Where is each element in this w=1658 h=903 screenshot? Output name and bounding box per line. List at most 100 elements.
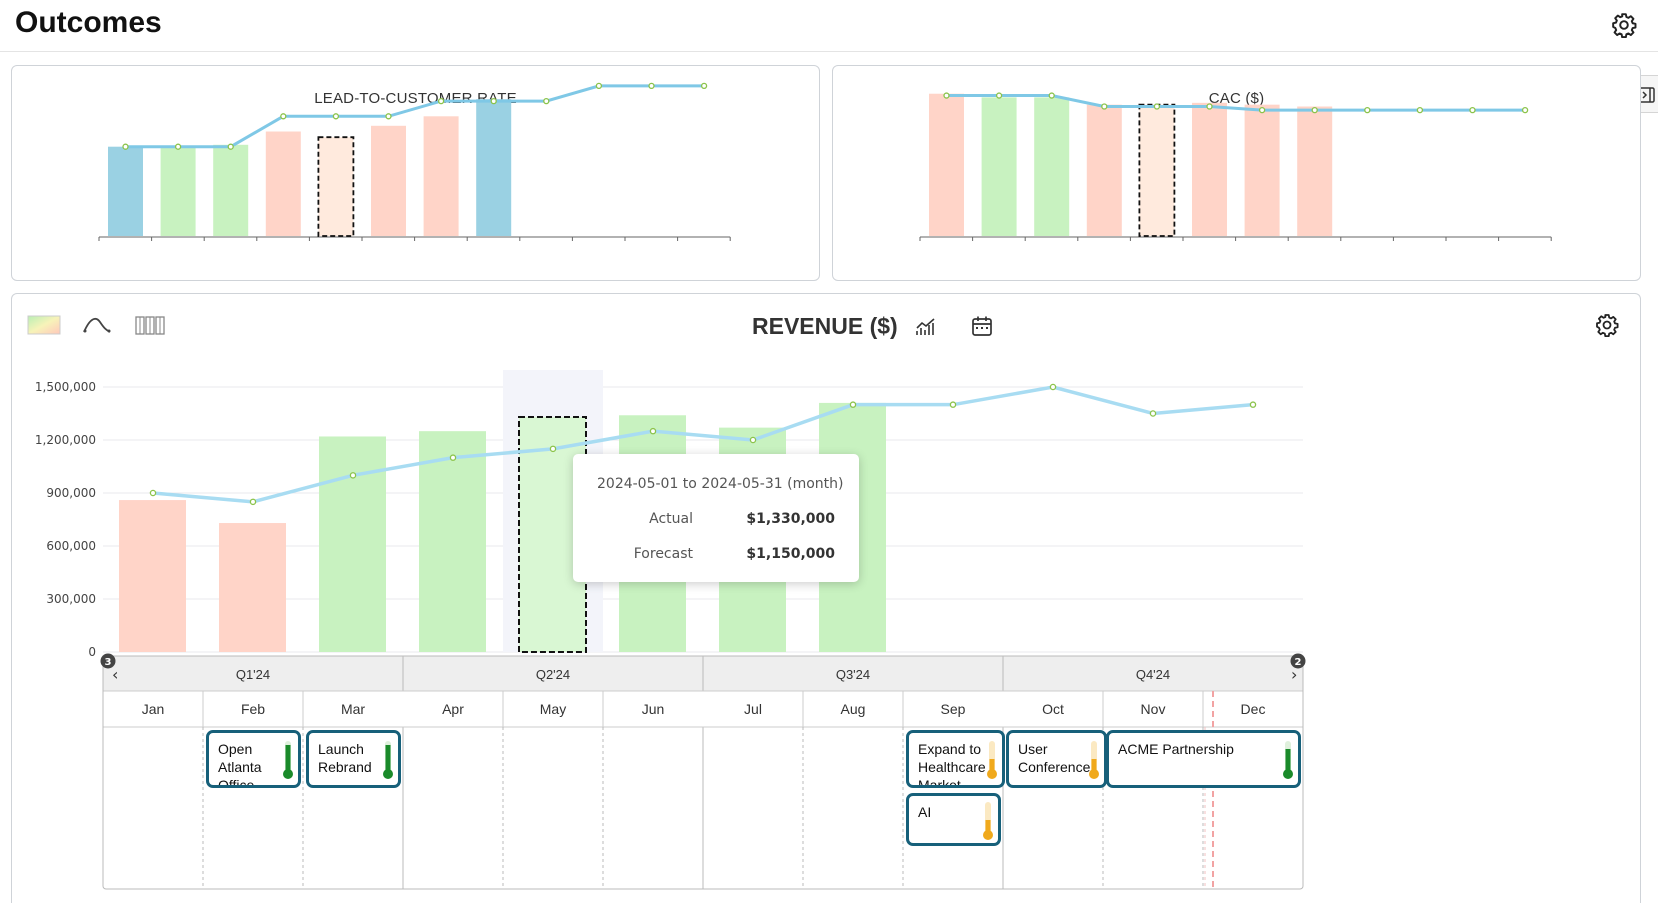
color-gradient-icon[interactable] xyxy=(27,314,61,336)
revenue-title: REVENUE ($) xyxy=(752,313,898,339)
initiative-card[interactable]: Expand to Healthcare Market xyxy=(906,730,1005,788)
initiative-name: User Conference xyxy=(1018,741,1091,775)
y-tick-label: 0 xyxy=(88,645,96,659)
chart-tooltip: 2024-05-01 to 2024-05-31 (month) Actual … xyxy=(573,454,859,582)
forecast-line xyxy=(125,84,705,149)
initiative-card[interactable]: ACME Partnership xyxy=(1106,730,1301,788)
panel-title: CAC ($) xyxy=(1208,90,1265,107)
forecast-point xyxy=(1206,103,1213,110)
forecast-point xyxy=(349,472,357,479)
tooltip-actual-value: $1,330,000 xyxy=(746,511,835,527)
chart-type-icon[interactable] xyxy=(914,315,938,339)
initiative-name: ACME Partnership xyxy=(1118,741,1234,757)
quarter-label: Q1'24 xyxy=(236,667,270,682)
timeline-next-arrow[interactable]: › xyxy=(1291,665,1297,684)
forecast-point xyxy=(149,489,157,497)
initiative-card[interactable]: Open Atlanta Office xyxy=(206,730,301,788)
bar xyxy=(419,431,486,652)
forecast-point xyxy=(1049,383,1057,391)
month-label: Mar xyxy=(341,701,365,717)
forecast-point xyxy=(749,436,757,444)
bar xyxy=(219,523,286,652)
forecast-point xyxy=(449,454,457,461)
forecast-point xyxy=(549,445,557,453)
forecast-point xyxy=(385,113,392,120)
month-label: Jan xyxy=(142,701,165,717)
thermometer-icon xyxy=(983,802,993,840)
forecast-point xyxy=(995,92,1003,99)
thermometer-icon xyxy=(1283,741,1293,779)
curve-icon[interactable] xyxy=(82,314,112,336)
timeline-prev-arrow[interactable]: ‹ xyxy=(112,665,118,684)
bar xyxy=(1244,104,1280,236)
initiative-card[interactable]: Launch Rebrand xyxy=(306,730,401,788)
forecast-line xyxy=(152,385,1254,504)
bar xyxy=(1086,104,1122,236)
forecast-point xyxy=(174,143,182,150)
page-title: Outcomes xyxy=(15,6,162,39)
bar xyxy=(1297,106,1333,236)
lead-to-customer-chart[interactable] xyxy=(12,66,821,282)
forecast-line xyxy=(946,94,1526,112)
bar xyxy=(423,116,459,236)
month-label: Oct xyxy=(1042,701,1064,717)
bar xyxy=(317,136,355,237)
forecast-point xyxy=(949,401,957,408)
y-tick-label: 900,000 xyxy=(46,486,96,500)
thermometer-icon xyxy=(383,741,393,779)
cac-panel[interactable]: CAC ($) xyxy=(832,65,1641,281)
tooltip-forecast-value: $1,150,000 xyxy=(746,546,835,562)
forecast-point xyxy=(437,97,445,105)
cac-chart[interactable] xyxy=(833,66,1642,282)
bar xyxy=(929,93,964,236)
forecast-point xyxy=(1364,106,1371,114)
overflow-badge-left xyxy=(100,653,116,669)
forecast-point xyxy=(122,143,129,150)
forecast-point xyxy=(649,427,657,435)
bar xyxy=(1138,103,1176,237)
y-tick-label: 300,000 xyxy=(46,592,96,606)
forecast-point xyxy=(490,97,497,105)
forecast-point xyxy=(1311,106,1318,114)
forecast-point xyxy=(1469,106,1476,114)
forecast-point xyxy=(849,401,857,408)
bar xyxy=(1192,102,1227,237)
forecast-point xyxy=(1258,106,1266,114)
y-tick-label: 600,000 xyxy=(46,539,96,553)
overflow-badge-left-count: 3 xyxy=(105,657,112,668)
quarter-label: Q3'24 xyxy=(836,667,870,682)
overflow-badge-right-count: 2 xyxy=(1295,657,1302,668)
tooltip-forecast-label: Forecast xyxy=(633,546,693,562)
initiative-name: Launch Rebrand xyxy=(318,741,372,775)
bar xyxy=(265,131,301,236)
bar xyxy=(160,146,196,236)
thermometer-icon xyxy=(987,741,997,779)
page-header: Outcomes xyxy=(0,0,1658,52)
y-tick-label: 1,200,000 xyxy=(35,433,96,447)
calendar-icon[interactable] xyxy=(970,314,994,338)
forecast-point xyxy=(595,82,603,90)
panel-title: LEAD-TO-CUSTOMER RATE xyxy=(314,90,517,107)
timeline: Q1'24 Q2'24 Q3'24 Q4'24 Jan Feb Mar Apr May Jun Ju… xyxy=(100,653,1306,890)
month-label: Sep xyxy=(941,701,966,717)
bar xyxy=(981,97,1017,236)
forecast-point xyxy=(1101,103,1108,110)
gear-icon[interactable] xyxy=(1611,12,1637,38)
month-label: Jul xyxy=(744,701,762,717)
month-label: Nov xyxy=(1141,701,1166,717)
lead-to-customer-panel[interactable]: LEAD-TO-CUSTOMER RATE xyxy=(11,65,820,281)
forecast-point xyxy=(1249,401,1257,408)
initiative-card[interactable]: AI xyxy=(906,793,1001,846)
bar xyxy=(108,146,143,236)
month-label: Aug xyxy=(841,701,866,717)
columns-icon[interactable] xyxy=(134,314,168,336)
quarter-label: Q4'24 xyxy=(1136,667,1170,682)
overflow-badge-right xyxy=(1290,653,1306,669)
initiative-card[interactable]: User Conference xyxy=(1006,730,1107,788)
gear-icon[interactable] xyxy=(1595,313,1619,337)
forecast-point xyxy=(332,113,340,120)
forecast-point xyxy=(280,113,287,120)
month-label: Apr xyxy=(442,701,464,717)
initiative-name: Expand to Healthcare Market xyxy=(918,741,986,788)
forecast-point xyxy=(1521,106,1529,114)
